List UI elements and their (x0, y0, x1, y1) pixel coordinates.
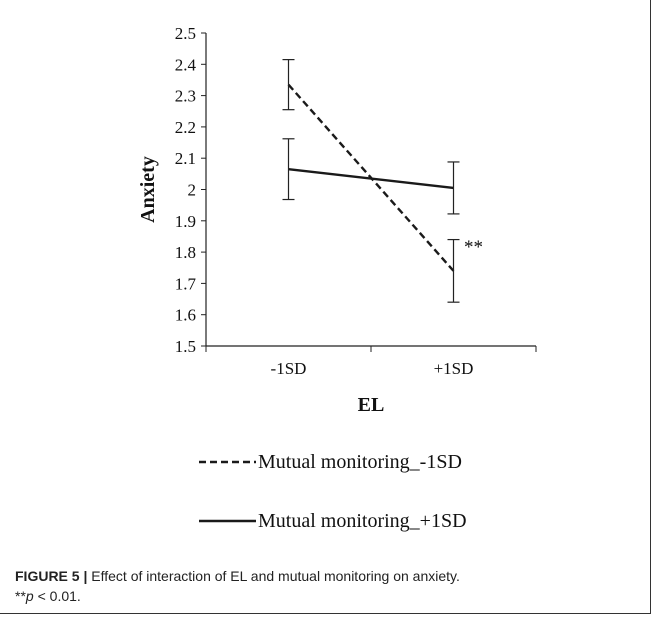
y-tick-label: 2.1 (175, 149, 196, 168)
caption-label: FIGURE 5 | (15, 568, 88, 584)
y-tick-label: 1.6 (175, 306, 196, 325)
caption-note-rest: < 0.01. (33, 588, 81, 604)
legend-label: Mutual monitoring_-1SD (258, 451, 462, 473)
x-tick-label: -1SD (271, 359, 307, 378)
legend-item: Mutual monitoring_-1SD (199, 451, 462, 473)
legend-item: Mutual monitoring_+1SD (199, 510, 467, 532)
y-tick-label: 1.8 (175, 243, 196, 262)
caption-note-p: p (25, 588, 34, 604)
interaction-line-chart: 1.5 1.6 1.7 1.8 1.9 2 2.1 2.2 2.3 2.4 2.5 -1SD +1SD E… (137, 24, 537, 532)
legend-label: Mutual monitoring_+1SD (258, 510, 467, 532)
x-axis-title: EL (358, 394, 385, 416)
chart-series (282, 59, 460, 303)
y-tick-label: 2.2 (175, 118, 196, 137)
caption-text: Effect of interaction of EL and mutual m… (87, 568, 460, 584)
y-tick-label: 2 (188, 181, 197, 200)
y-tick-label: 1.5 (175, 337, 196, 356)
y-tick-label: 1.9 (175, 212, 196, 231)
significance-annotation: ** (464, 237, 483, 258)
chart-legend: Mutual monitoring_-1SD Mutual monitoring_… (199, 451, 467, 532)
y-tick-label: 1.7 (175, 274, 197, 293)
chart-annotations: ** (464, 237, 483, 258)
y-tick-label: 2.5 (175, 24, 196, 43)
caption-note-stars: ** (15, 588, 26, 604)
figure-frame (0, 0, 651, 614)
y-tick-label: 2.4 (175, 55, 197, 74)
series-2 (282, 138, 460, 215)
series-1 (282, 59, 460, 303)
figure-caption: FIGURE 5 | Effect of interaction of EL a… (15, 566, 645, 606)
y-axis-title: Anxiety (137, 156, 159, 223)
y-tick-label: 2.3 (175, 87, 196, 106)
x-tick-label: +1SD (434, 359, 474, 378)
series-line (288, 167, 454, 190)
chart-axes: 1.5 1.6 1.7 1.8 1.9 2 2.1 2.2 2.3 2.4 2.5 -1SD +1SD E… (137, 24, 537, 416)
